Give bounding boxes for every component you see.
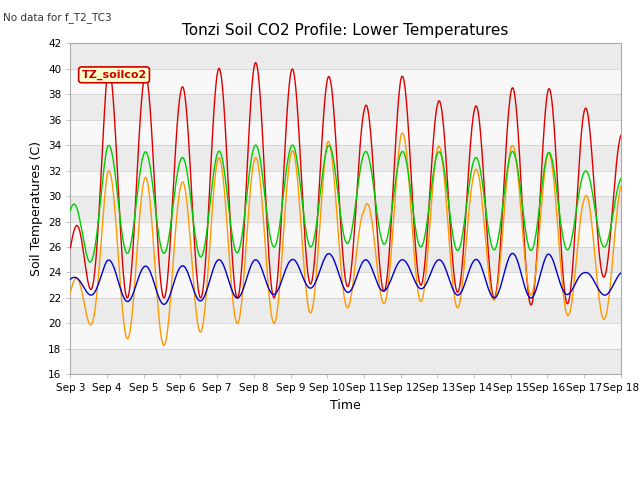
Bar [70, 273, 621, 298]
Text: TZ_soilco2: TZ_soilco2 [81, 70, 147, 80]
Text: No data for f_T2_TC3: No data for f_T2_TC3 [3, 12, 112, 23]
Bar [70, 298, 621, 324]
Bar [70, 349, 621, 374]
Bar [70, 43, 621, 69]
Bar [70, 94, 621, 120]
Bar [70, 247, 621, 273]
Bar [70, 222, 621, 247]
Bar [70, 196, 621, 222]
Bar [70, 324, 621, 349]
Bar [70, 145, 621, 170]
X-axis label: Time: Time [330, 399, 361, 412]
Bar [70, 170, 621, 196]
Title: Tonzi Soil CO2 Profile: Lower Temperatures: Tonzi Soil CO2 Profile: Lower Temperatur… [182, 23, 509, 38]
Y-axis label: Soil Temperatures (C): Soil Temperatures (C) [29, 141, 43, 276]
Bar [70, 120, 621, 145]
Bar [70, 69, 621, 94]
